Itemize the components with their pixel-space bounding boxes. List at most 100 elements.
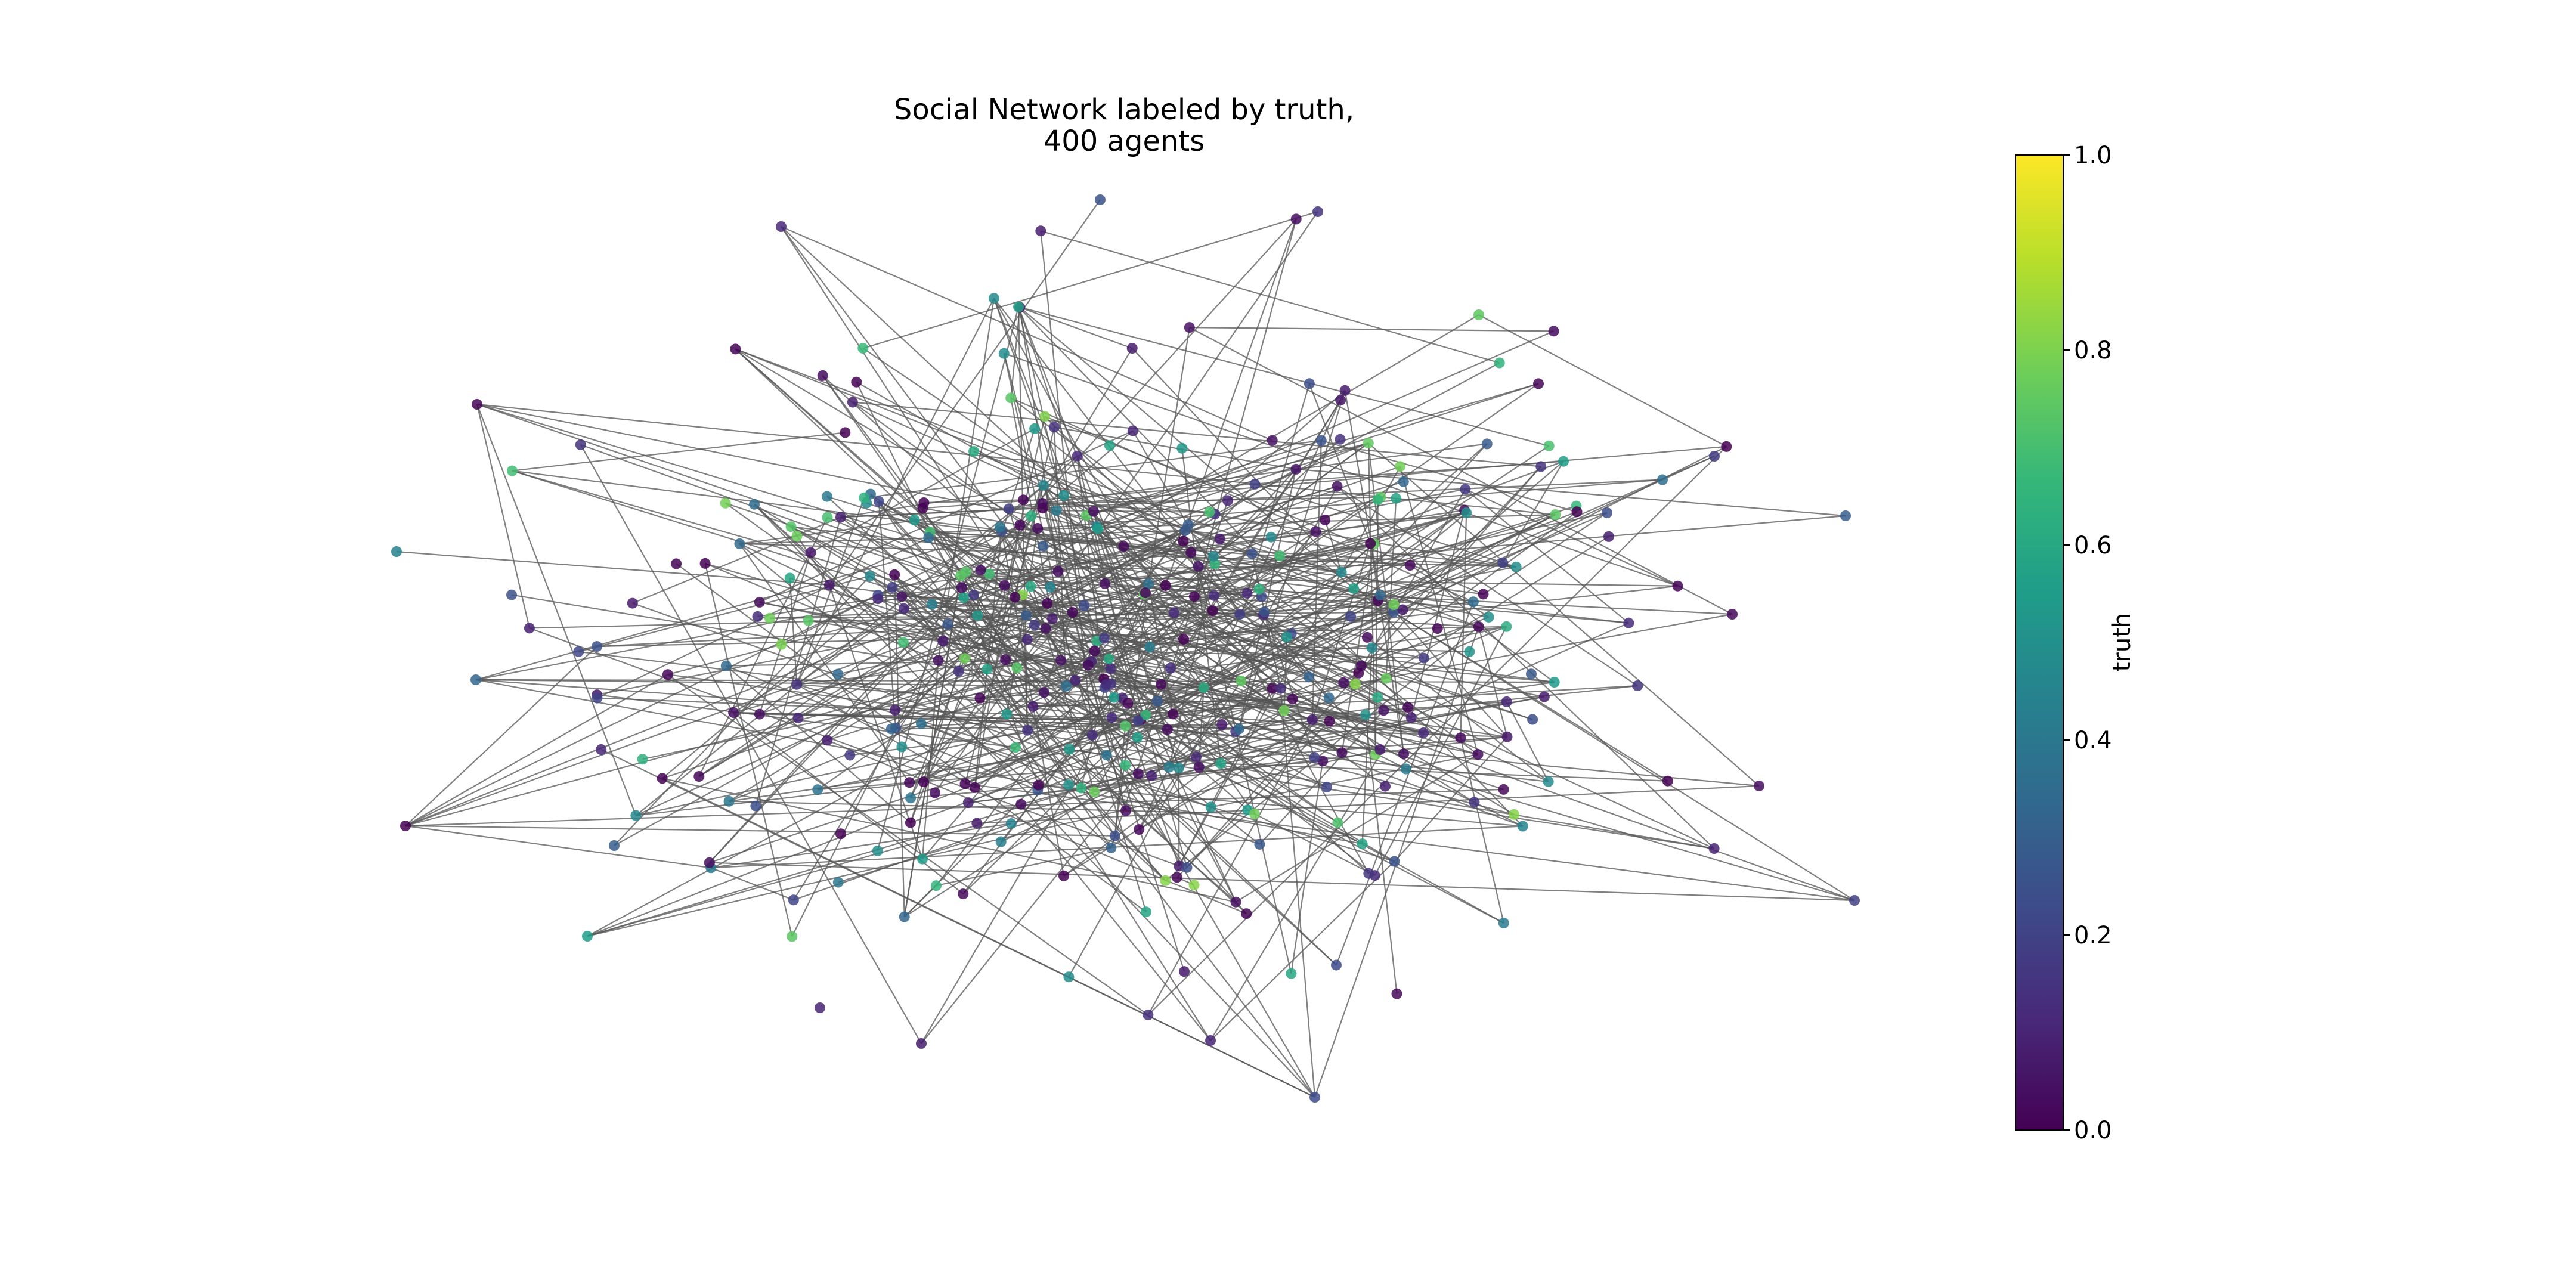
agent-node (1241, 588, 1253, 599)
agent-node (630, 810, 642, 821)
agent-node (1321, 781, 1332, 792)
agent-node (968, 589, 980, 600)
network-edge (1104, 468, 1296, 584)
agent-node (720, 497, 731, 509)
network-edge (405, 788, 1504, 827)
agent-node (1510, 561, 1522, 572)
network-edge (826, 496, 1337, 966)
agent-node (857, 343, 869, 354)
agent-node (1378, 705, 1389, 716)
network-edge (1160, 684, 1255, 815)
agent-node (1464, 646, 1475, 657)
agent-node (1160, 580, 1171, 591)
network-edge (1006, 528, 1039, 714)
network-edge (405, 442, 1369, 827)
agent-node (1163, 761, 1175, 773)
network-edge (921, 697, 1123, 1044)
agent-node (1391, 493, 1402, 504)
network-edge (1097, 528, 1215, 565)
network-edge (1137, 636, 1287, 738)
agent-node (1535, 461, 1547, 472)
agent-node (930, 787, 940, 798)
agent-node (1021, 609, 1032, 621)
agent-node (937, 636, 949, 646)
agent-node (859, 492, 870, 503)
network-edge (1335, 601, 1474, 965)
agent-node (1336, 566, 1347, 578)
network-edge (1004, 352, 1678, 587)
agent-node (1312, 206, 1323, 217)
agent-node (1498, 918, 1509, 928)
agent-node (1721, 441, 1732, 452)
agent-node (1526, 668, 1537, 680)
agent-node (792, 712, 804, 723)
agent-node (1101, 679, 1111, 691)
agent-node (1029, 619, 1040, 630)
network-edge (1259, 588, 1629, 624)
agent-node (693, 771, 705, 782)
network-edge (852, 401, 1541, 467)
agent-node (1290, 213, 1302, 225)
agent-node (972, 610, 983, 621)
network-edge (1040, 230, 1500, 364)
network-edge (828, 584, 924, 859)
agent-node (1388, 599, 1400, 610)
network-edge (817, 747, 1016, 791)
network-edge (924, 499, 1024, 504)
agent-node (1070, 675, 1081, 686)
network-edge (587, 748, 1380, 937)
network-edge (1185, 530, 1516, 568)
agent-node (1398, 476, 1409, 487)
network-edge (840, 484, 1044, 518)
agent-node (1208, 551, 1219, 562)
nodes-layer (391, 194, 1860, 1103)
agent-node (1550, 509, 1561, 521)
agent-node (835, 512, 846, 523)
chart-title: Social Network labeled by truth, 400 age… (894, 93, 1354, 158)
agent-node (1632, 680, 1643, 691)
agent-node (1602, 507, 1612, 518)
network-edge (866, 502, 915, 521)
agent-node (1082, 660, 1094, 671)
network-edge (597, 626, 1507, 648)
agent-node (1309, 752, 1320, 763)
agent-node (904, 777, 915, 788)
network-edge (1478, 626, 1555, 683)
network-edge (735, 348, 1005, 586)
agent-node (896, 741, 908, 753)
network-edge (798, 513, 1215, 719)
network-edge (1034, 428, 1264, 615)
agent-node (657, 773, 668, 784)
agent-node (1033, 779, 1044, 791)
network-edge (1043, 485, 1180, 866)
agent-node (1558, 456, 1569, 467)
agent-node (754, 596, 765, 608)
network-edge (635, 583, 1149, 816)
agent-node (1234, 723, 1244, 735)
network-edge (1367, 443, 1376, 755)
agent-node (886, 723, 897, 735)
agent-node (1281, 631, 1293, 643)
agent-node (1315, 435, 1327, 446)
agent-node (627, 597, 638, 609)
agent-node (704, 857, 715, 868)
network-edge (1032, 706, 1116, 837)
agent-node (898, 603, 909, 614)
agent-node (1533, 378, 1544, 389)
network-edge (476, 404, 530, 628)
colorbar-tick-label: 0.0 (2074, 1117, 2112, 1144)
agent-node (832, 877, 844, 888)
agent-node (897, 637, 909, 648)
network-edge (923, 531, 1317, 783)
agent-node (1015, 798, 1027, 810)
network-edge (1506, 701, 1549, 782)
agent-node (507, 465, 518, 476)
agent-node (873, 496, 884, 507)
network-edge (405, 524, 1021, 826)
agent-node (927, 599, 937, 610)
network-edge (1370, 543, 1405, 754)
agent-node (1398, 748, 1409, 760)
agent-node (1039, 411, 1051, 422)
network-edge (1147, 719, 1313, 1015)
network-edge (726, 658, 1109, 667)
